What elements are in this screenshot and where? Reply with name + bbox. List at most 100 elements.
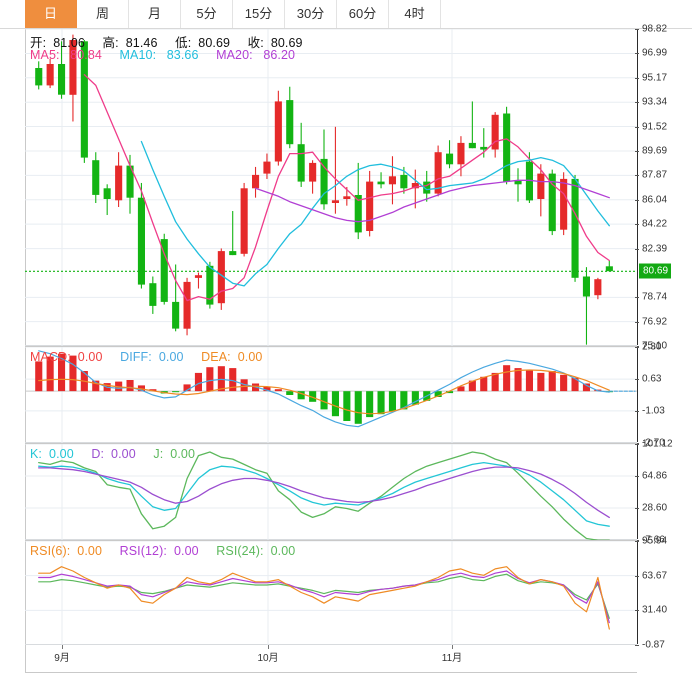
axis-tick-label: 0.63 [642, 373, 662, 385]
x-tick-mark [62, 645, 63, 649]
axis-tick-mark [635, 126, 639, 128]
axis-tick-mark [635, 151, 639, 152]
axis-tick-mark [635, 199, 639, 201]
x-tick-label: 10月 [257, 653, 279, 664]
tab-15min[interactable]: 15分 [233, 0, 285, 28]
axis-tick-mark [635, 297, 639, 299]
ma20-value: 86.20 [263, 48, 296, 62]
axis-tick-mark [635, 53, 639, 55]
rsi-panel: RSI(6): 0.00 RSI(12): 0.00 RSI(24): 0.00 95… [25, 536, 667, 651]
axis-tick-label: 31.40 [642, 604, 668, 616]
axis-tick-mark [635, 77, 639, 79]
high-value: 81.46 [125, 36, 158, 50]
diff-label: DIFF: [120, 350, 152, 364]
macd-y-axis: 2.30 0.63 -1.03 -2.70 [635, 342, 692, 449]
ma-legend: MA5: 80.84 MA10: 83.66 MA20: 86.20 [30, 48, 309, 62]
tab-30min[interactable]: 30分 [285, 0, 337, 28]
low-label: 低: [175, 36, 192, 50]
macd-value: 0.00 [77, 350, 103, 364]
x-tick-mark [268, 645, 269, 649]
axis-tick-mark [635, 29, 639, 30]
axis-tick-mark [635, 645, 639, 646]
axis-tick-mark [635, 346, 639, 347]
axis-tick-label: 96.99 [642, 47, 668, 59]
tab-4hour[interactable]: 4时 [389, 0, 441, 28]
axis-tick-mark [635, 379, 639, 381]
axis-tick-label: 87.87 [642, 169, 668, 181]
close-value: 80.69 [270, 36, 303, 50]
rsi24-value: 0.00 [270, 544, 296, 558]
axis-tick-mark [635, 540, 639, 541]
axis-tick-mark [635, 248, 639, 250]
period-tab-bar: 日 周 月 5分 15分 30分 60分 4时 [0, 0, 692, 29]
axis-tick-label: 76.92 [642, 316, 668, 328]
tab-60min[interactable]: 60分 [337, 0, 389, 28]
d-value: 0.00 [111, 447, 136, 461]
rsi-legend: RSI(6): 0.00 RSI(12): 0.00 RSI(24): 0.00 [30, 544, 309, 558]
axis-tick-label: 2.30 [642, 341, 662, 353]
k-label: K: [30, 447, 43, 461]
axis-tick-label: -0.87 [642, 639, 665, 651]
axis-tick-label: 91.52 [642, 121, 668, 133]
axis-tick-mark [635, 610, 639, 612]
k-value: 0.00 [49, 447, 74, 461]
axis-tick-label: 82.39 [642, 243, 668, 255]
kdj-legend: K: 0.00 D: 0.00 J: 0.00 [30, 447, 209, 461]
macd-label: MACD: [30, 350, 71, 364]
axis-tick-label: 28.60 [642, 502, 668, 514]
axis-tick-label: 95.17 [642, 72, 668, 84]
chart-left-border [25, 29, 26, 673]
axis-tick-label: -1.03 [642, 405, 665, 417]
x-tick-label: 11月 [441, 653, 463, 664]
kdj-plot[interactable] [25, 444, 637, 540]
high-label: 高: [102, 36, 119, 50]
rsi12-label: RSI(12): [119, 544, 167, 558]
low-value: 80.69 [198, 36, 231, 50]
kdj-y-axis: 101.12 64.86 28.60 -7.66 [635, 439, 692, 546]
rsi-plot[interactable] [25, 541, 637, 645]
macd-legend: MACD: 0.00 DIFF: 0.00 DEA: 0.00 [30, 350, 276, 364]
kdj-panel: K: 0.00 D: 0.00 J: 0.00 101.12 64.86 28.60 -7.… [25, 439, 673, 546]
axis-tick-label: 101.12 [642, 438, 673, 450]
axis-tick-mark [635, 175, 639, 177]
axis-tick-label: -2.70 [642, 437, 665, 449]
close-label: 收: [247, 36, 264, 50]
tab-5min[interactable]: 5分 [181, 0, 233, 28]
axis-tick-mark [635, 102, 639, 104]
date-x-axis: 9月 10月 11月 [25, 645, 637, 673]
axis-tick-label: 86.04 [642, 194, 668, 206]
j-value: 0.00 [170, 447, 196, 461]
dea-value: 0.00 [237, 350, 263, 364]
axis-tick-mark [635, 508, 639, 509]
ma5-value: 80.84 [70, 48, 102, 62]
j-label: J: [153, 447, 164, 461]
open-label: 开: [30, 36, 47, 50]
dea-label: DEA: [201, 350, 231, 364]
x-tick-mark [452, 645, 453, 649]
axis-tick-label: 93.34 [642, 96, 668, 108]
rsi24-label: RSI(24): [216, 544, 264, 558]
ma10-value: 83.66 [166, 48, 199, 62]
macd-panel: MACD: 0.00 DIFF: 0.00 DEA: 0.00 2.30 0.63 -1.… [25, 342, 665, 449]
tab-day[interactable]: 日 [25, 0, 77, 28]
axis-tick-mark [635, 321, 639, 323]
ohlc-legend: 开: 81.06 高: 81.46 低: 80.69 收: 80.69 [30, 32, 317, 51]
axis-tick-label: 64.86 [642, 470, 668, 482]
axis-tick-label: 63.67 [642, 570, 668, 582]
rsi6-value: 0.00 [77, 544, 103, 558]
axis-tick-mark [635, 541, 639, 542]
price-panel: 开: 81.06 高: 81.46 低: 80.69 收: 80.69 MA5: 80.… [25, 24, 672, 352]
ma20-label: MA20: [216, 48, 253, 62]
diff-value: 0.00 [158, 350, 184, 364]
axis-tick-label: -7.66 [642, 534, 665, 546]
axis-tick-mark [635, 444, 639, 445]
ma5-label: MA5: [30, 48, 60, 62]
axis-tick-label: 95.94 [642, 535, 668, 547]
tab-month[interactable]: 月 [129, 0, 181, 28]
tab-week[interactable]: 周 [77, 0, 129, 28]
axis-tick-label: 84.22 [642, 218, 668, 230]
macd-plot[interactable] [25, 347, 637, 443]
candlestick-plot[interactable] [25, 29, 637, 346]
open-value: 81.06 [53, 36, 85, 50]
